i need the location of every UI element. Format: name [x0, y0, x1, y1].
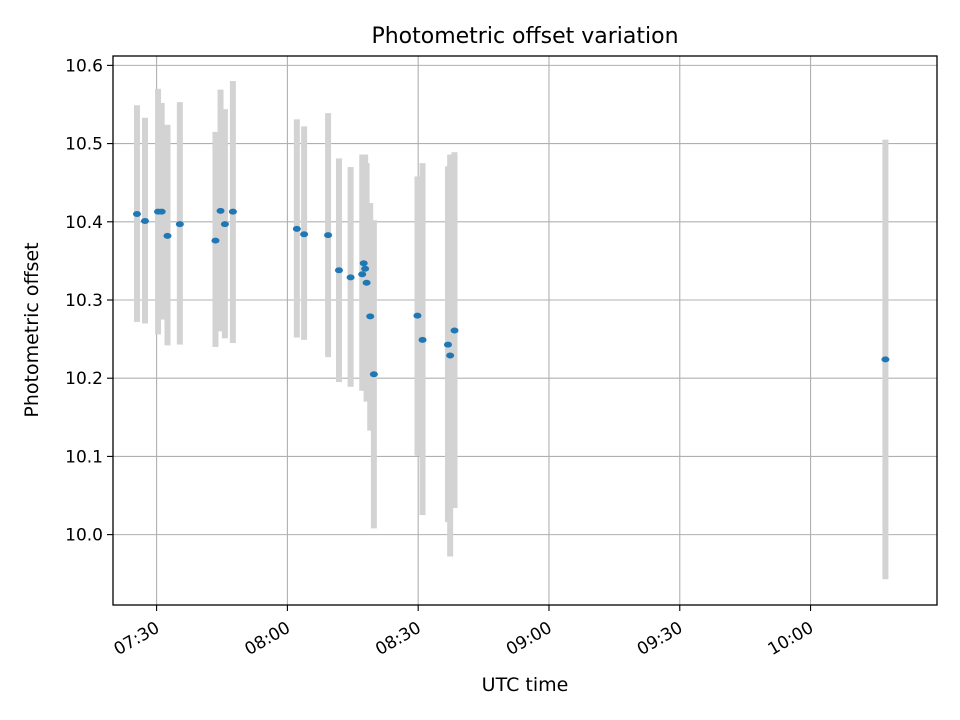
data-point	[443, 341, 452, 348]
y-tick-label: 10.6	[65, 56, 103, 76]
y-tick-label: 10.2	[65, 369, 103, 389]
data-point	[211, 237, 220, 244]
data-point	[366, 313, 375, 320]
data-point	[359, 260, 368, 267]
data-point	[361, 265, 370, 272]
y-tick-label: 10.5	[65, 135, 103, 155]
grid	[113, 56, 937, 605]
data-point	[324, 232, 333, 239]
data-point	[175, 221, 184, 228]
data-point	[418, 336, 427, 343]
data-point	[163, 232, 172, 239]
data-point	[216, 207, 225, 214]
chart-title: Photometric offset variation	[371, 24, 678, 49]
data-point	[334, 267, 343, 274]
y-axis-ticks: 10.0 10.1 10.2 10.3 10.4 10.5 10.6	[65, 56, 113, 546]
plot-frame	[112, 55, 938, 606]
data-point	[358, 271, 367, 278]
data-points	[132, 207, 890, 378]
data-point	[132, 210, 141, 217]
data-point	[220, 221, 229, 228]
data-point	[362, 279, 371, 286]
y-tick-label: 10.3	[65, 291, 103, 311]
data-point	[450, 327, 459, 334]
y-axis-label: Photometric offset	[21, 242, 43, 417]
data-point	[346, 274, 355, 281]
data-point	[157, 208, 166, 215]
data-point	[413, 312, 422, 319]
data-point	[140, 218, 149, 225]
y-tick-label: 10.4	[65, 213, 103, 233]
data-point	[369, 371, 378, 378]
data-point	[300, 231, 309, 238]
y-tick-label: 10.0	[65, 526, 103, 546]
data-point	[446, 352, 455, 359]
x-axis-label: UTC time	[482, 674, 569, 696]
y-tick-label: 10.1	[65, 447, 103, 467]
data-point	[881, 356, 890, 363]
data-point	[292, 225, 301, 232]
data-point	[228, 208, 237, 215]
